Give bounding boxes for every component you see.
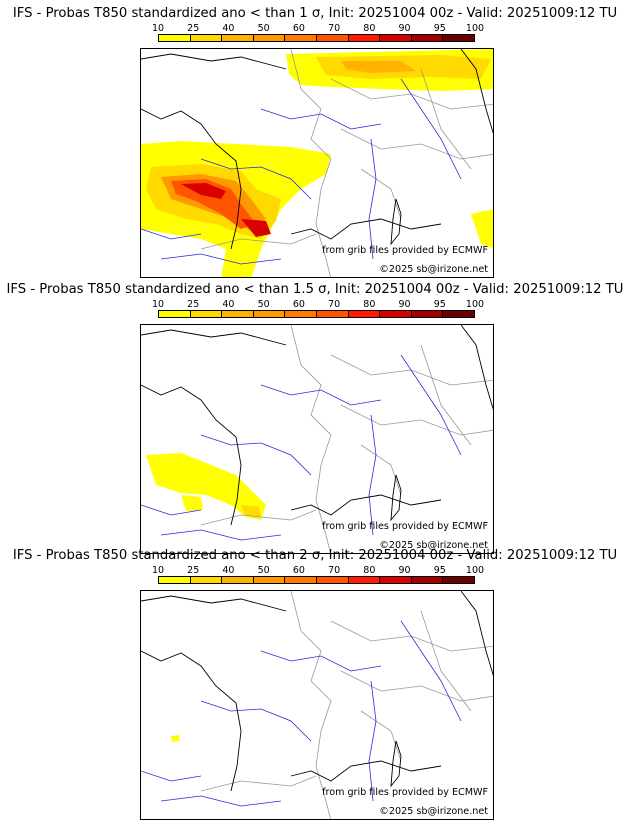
colorbar-tick-label: 80 (363, 23, 376, 34)
colorbar-ticks: 10 25 40 50 60 70 80 90 95 100 (141, 565, 494, 576)
colorbar-tick-label: 70 (328, 565, 341, 576)
colorbar-segment (222, 311, 254, 317)
colorbar-segment (411, 311, 444, 317)
colorbar-tick-label: 50 (257, 565, 270, 576)
copyright-credit: ©2025 sb@irizone.net (379, 540, 488, 551)
colorbar-tick-label: 10 (151, 299, 165, 310)
colorbar-segment (222, 35, 254, 41)
panel-2: IFS - Probas T850 standardized ano < tha… (0, 276, 630, 554)
colorbar (158, 576, 475, 584)
colorbar-tick-label: 60 (292, 299, 305, 310)
colorbar-tick-label: 40 (222, 299, 235, 310)
colorbar (158, 34, 475, 42)
colorbar-tick-label: 90 (398, 565, 411, 576)
country-borders (200, 325, 493, 553)
colorbar-segment (190, 35, 223, 41)
data-source-credit: from grib files provided by ECMWF (322, 521, 488, 532)
colorbar-tick-label: 50 (257, 23, 270, 34)
colorbar-segment (443, 311, 474, 317)
probability-field (171, 735, 180, 742)
country-borders (200, 591, 493, 819)
probability-map: from grib files provided by ECMWF ©2025 … (140, 590, 494, 820)
colorbar-tick-label: 25 (187, 565, 200, 576)
probability-field (146, 453, 266, 520)
colorbar-tick-label: 10 (151, 23, 165, 34)
colorbar-segment (316, 577, 349, 583)
coastlines (141, 591, 493, 792)
colorbar-tick-label: 100 (465, 565, 485, 576)
colorbar-tick-label: 90 (398, 299, 411, 310)
colorbar-segment (316, 311, 349, 317)
copyright-credit: ©2025 sb@irizone.net (379, 264, 488, 275)
colorbar-segment (380, 311, 412, 317)
probability-field (141, 49, 493, 277)
colorbar-segment (190, 577, 223, 583)
colorbar-tick-label: 40 (222, 23, 235, 34)
colorbar-segment (443, 577, 474, 583)
colorbar-segment (348, 577, 381, 583)
colorbar-tick-label: 95 (433, 299, 446, 310)
panel-3: IFS - Probas T850 standardized ano < tha… (0, 542, 630, 820)
colorbar-segment (253, 311, 286, 317)
colorbar-tick-label: 80 (363, 299, 376, 310)
colorbar-ticks: 10 25 40 50 60 70 80 90 95 100 (141, 299, 494, 310)
colorbar (158, 310, 475, 318)
colorbar-segment (285, 311, 317, 317)
colorbar-segment (348, 311, 381, 317)
colorbar-segment (411, 577, 444, 583)
colorbar-segment (253, 577, 286, 583)
panel-title: IFS - Probas T850 standardized ano < tha… (12, 6, 618, 21)
colorbar-segment (159, 311, 191, 317)
coastlines (141, 325, 493, 526)
colorbar-tick-label: 10 (151, 565, 165, 576)
rivers (141, 354, 462, 541)
probability-map: from grib files provided by ECMWF ©2025 … (140, 324, 494, 554)
colorbar-tick-label: 60 (292, 565, 305, 576)
country-borders (200, 49, 493, 277)
colorbar-tick-label: 25 (187, 299, 200, 310)
colorbar-tick-label: 40 (222, 565, 235, 576)
panel-title: IFS - Probas T850 standardized ano < tha… (6, 282, 624, 297)
colorbar-segment (380, 35, 412, 41)
colorbar-tick-label: 95 (433, 565, 446, 576)
colorbar-tick-label: 80 (363, 565, 376, 576)
colorbar-tick-label: 100 (465, 23, 485, 34)
colorbar-segment (348, 35, 381, 41)
colorbar-tick-label: 70 (328, 299, 341, 310)
colorbar-tick-label: 70 (328, 23, 341, 34)
colorbar-segment (253, 35, 286, 41)
colorbar-tick-label: 95 (433, 23, 446, 34)
colorbar-ticks: 10 25 40 50 60 70 80 90 95 100 (141, 23, 494, 34)
map-canvas (141, 591, 493, 819)
colorbar-segment (159, 577, 191, 583)
coastlines (141, 49, 493, 250)
colorbar-segment (380, 577, 412, 583)
rivers (141, 78, 462, 265)
map-canvas (141, 325, 493, 553)
colorbar-segment (443, 35, 474, 41)
colorbar-segment (411, 35, 444, 41)
rivers (141, 620, 462, 807)
panel-title: IFS - Probas T850 standardized ano < tha… (12, 548, 618, 563)
data-source-credit: from grib files provided by ECMWF (322, 245, 488, 256)
colorbar-tick-label: 90 (398, 23, 411, 34)
colorbar-segment (285, 577, 317, 583)
colorbar-segment (159, 35, 191, 41)
data-source-credit: from grib files provided by ECMWF (322, 787, 488, 798)
colorbar-tick-label: 60 (292, 23, 305, 34)
colorbar-tick-label: 50 (257, 299, 270, 310)
colorbar-tick-label: 100 (465, 299, 485, 310)
probability-map: from grib files provided by ECMWF ©2025 … (140, 48, 494, 278)
colorbar-segment (316, 35, 349, 41)
colorbar-segment (222, 577, 254, 583)
map-canvas (141, 49, 493, 277)
copyright-credit: ©2025 sb@irizone.net (379, 806, 488, 817)
panel-1: IFS - Probas T850 standardized ano < tha… (0, 0, 630, 278)
colorbar-tick-label: 25 (187, 23, 200, 34)
colorbar-segment (190, 311, 223, 317)
colorbar-segment (285, 35, 317, 41)
